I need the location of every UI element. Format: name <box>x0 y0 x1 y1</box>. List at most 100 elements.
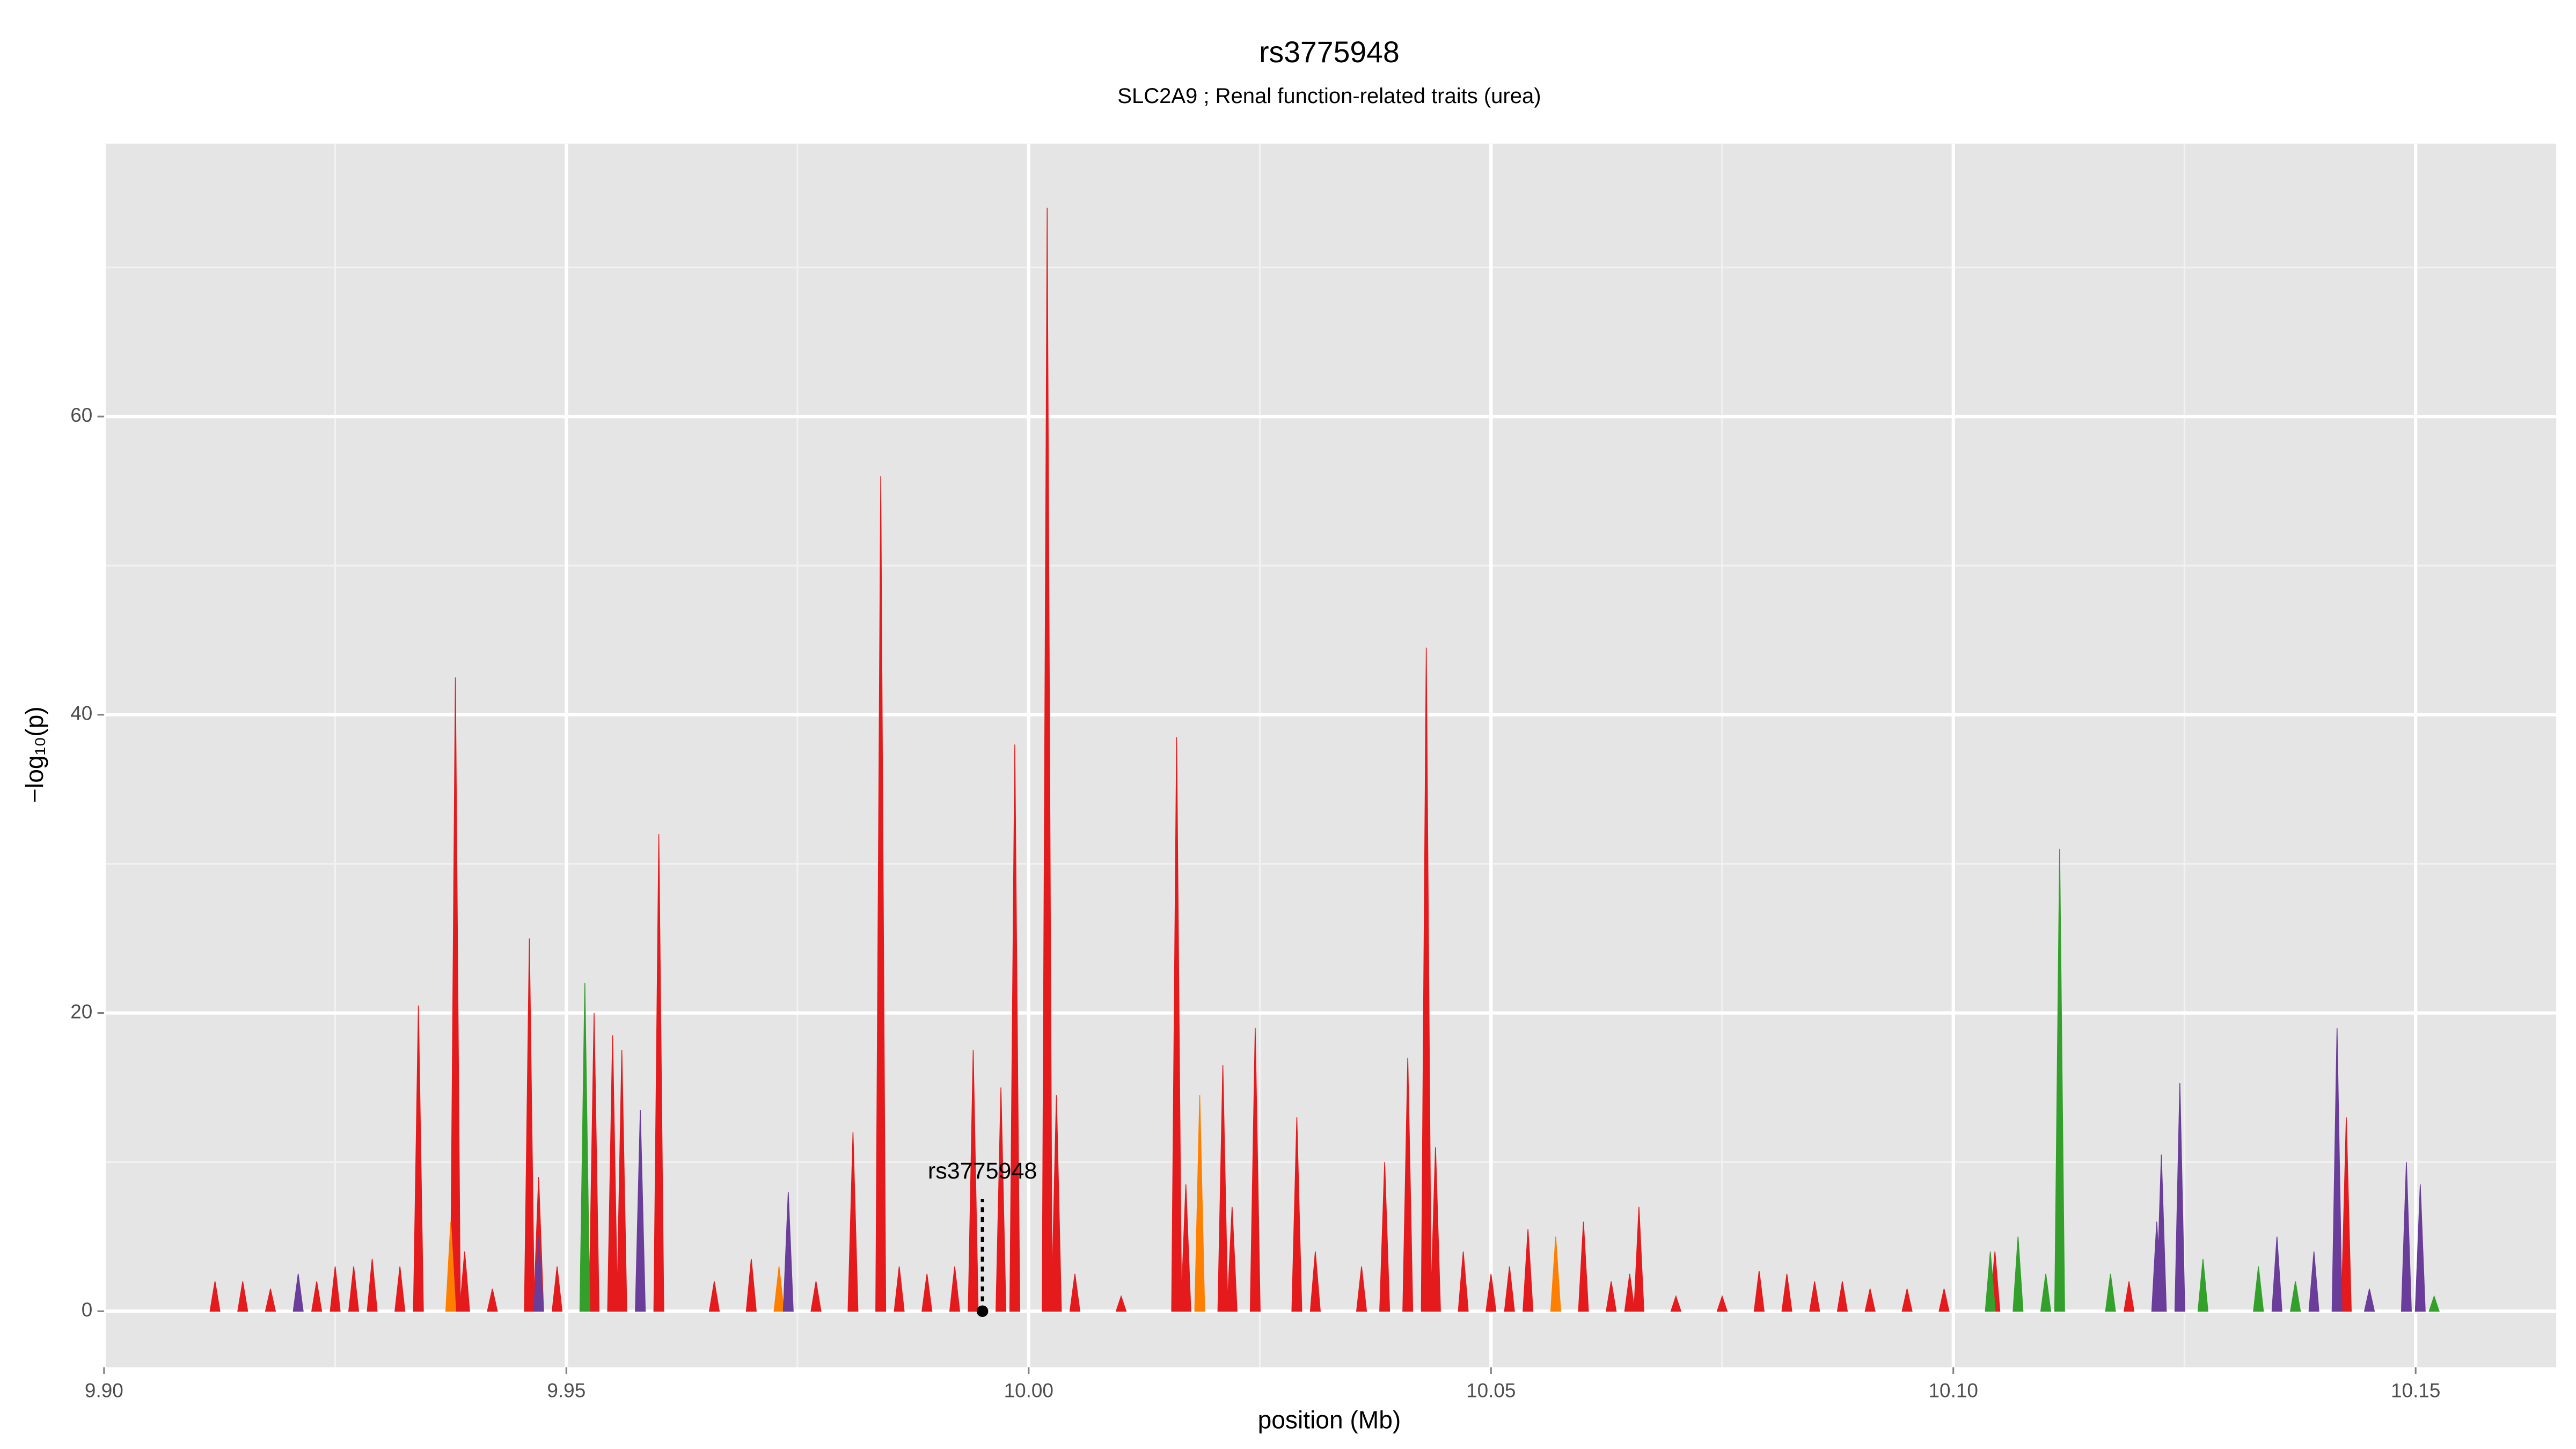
peak <box>1051 1095 1062 1312</box>
peak <box>2156 1154 2167 1312</box>
x-tick-label: 10.05 <box>1466 1380 1516 1402</box>
x-tick-label: 10.15 <box>2391 1380 2440 1402</box>
peak <box>2271 1236 2282 1312</box>
peak <box>921 1274 933 1312</box>
peak <box>1430 1147 1441 1312</box>
peak <box>1402 1057 1414 1312</box>
peak <box>1864 1289 1876 1312</box>
peak <box>616 1050 627 1312</box>
peak <box>1504 1266 1515 1312</box>
peak <box>459 1252 470 1312</box>
peak <box>2012 1236 2024 1312</box>
peak <box>1309 1252 1321 1312</box>
peak <box>1485 1274 1497 1312</box>
peak <box>1901 1289 1913 1312</box>
peak <box>367 1258 378 1312</box>
peak <box>810 1281 822 1312</box>
peak <box>237 1281 248 1312</box>
peak <box>1781 1274 1792 1312</box>
peak <box>292 1274 304 1312</box>
peak <box>1009 744 1020 1312</box>
peak <box>1985 1252 1996 1312</box>
plot-panel <box>104 143 2557 1367</box>
y-tick-label: 0 <box>82 1299 93 1321</box>
peak <box>1226 1206 1238 1312</box>
y-axis-label: −log₁₀(p) <box>20 706 48 803</box>
peak <box>773 1266 785 1312</box>
peak <box>2428 1294 2440 1312</box>
peak <box>533 1236 544 1312</box>
peak <box>1624 1274 1635 1312</box>
peak <box>2290 1281 2301 1312</box>
x-tick-label: 9.95 <box>547 1380 586 1402</box>
y-tick-label: 20 <box>70 1000 92 1022</box>
peak <box>2105 1274 2116 1312</box>
peak <box>524 938 535 1312</box>
peak <box>2308 1252 2319 1312</box>
peak <box>2174 1083 2185 1312</box>
peak <box>2040 1274 2052 1312</box>
peak <box>968 1050 979 1312</box>
peak <box>708 1281 720 1312</box>
y-tick-label: 60 <box>70 404 92 426</box>
peak <box>1809 1281 1820 1312</box>
peak <box>1836 1281 1848 1312</box>
peak <box>875 476 887 1312</box>
peak <box>1633 1206 1644 1312</box>
annotation-label: rs3775948 <box>928 1158 1037 1184</box>
peak <box>413 1005 424 1312</box>
peak <box>1716 1294 1728 1312</box>
peak <box>894 1266 905 1312</box>
peak <box>445 1221 456 1312</box>
peak <box>2253 1266 2264 1312</box>
peak <box>653 834 664 1312</box>
peak <box>745 1258 757 1312</box>
annotation-point <box>976 1305 989 1317</box>
peak <box>1249 1028 1261 1312</box>
peak <box>1578 1221 1589 1312</box>
x-tick-label: 9.90 <box>85 1380 123 1402</box>
peak <box>1421 647 1432 1312</box>
peak <box>847 1132 859 1312</box>
peak <box>1938 1289 1950 1312</box>
chart-subtitle: SLC2A9 ; Renal function-related traits (… <box>1117 84 1541 108</box>
peak <box>996 1087 1007 1312</box>
peak <box>1217 1065 1228 1312</box>
peak <box>949 1266 961 1312</box>
x-tick-label: 10.10 <box>1929 1380 1978 1402</box>
peak <box>2331 1028 2343 1312</box>
peak <box>2401 1162 2412 1312</box>
peak <box>1171 737 1182 1312</box>
peak <box>1042 208 1053 1312</box>
peak <box>2363 1289 2375 1312</box>
chart-title: rs3775948 <box>1259 35 1400 69</box>
peak <box>2123 1281 2135 1312</box>
peak <box>1753 1271 1765 1312</box>
peak <box>394 1266 406 1312</box>
peak <box>2197 1258 2208 1312</box>
peak <box>2414 1184 2426 1312</box>
x-axis-label: position (Mb) <box>1258 1406 1401 1433</box>
peak <box>1670 1294 1682 1312</box>
peak <box>1180 1184 1191 1312</box>
peak <box>1291 1117 1302 1312</box>
peak <box>579 983 590 1312</box>
peak <box>1356 1266 1367 1312</box>
peak <box>1458 1252 1469 1312</box>
peak <box>487 1289 498 1312</box>
peak <box>209 1281 221 1312</box>
peak <box>551 1266 563 1312</box>
peak <box>782 1191 794 1312</box>
peak <box>1379 1162 1391 1312</box>
peak <box>1606 1281 1617 1312</box>
peak <box>265 1289 276 1312</box>
peak <box>348 1266 360 1312</box>
peak <box>588 1013 600 1312</box>
peak <box>607 1035 618 1312</box>
peak <box>1194 1095 1205 1312</box>
peak <box>635 1110 646 1312</box>
x-tick-label: 10.00 <box>1004 1380 1053 1402</box>
peak <box>2340 1117 2352 1312</box>
